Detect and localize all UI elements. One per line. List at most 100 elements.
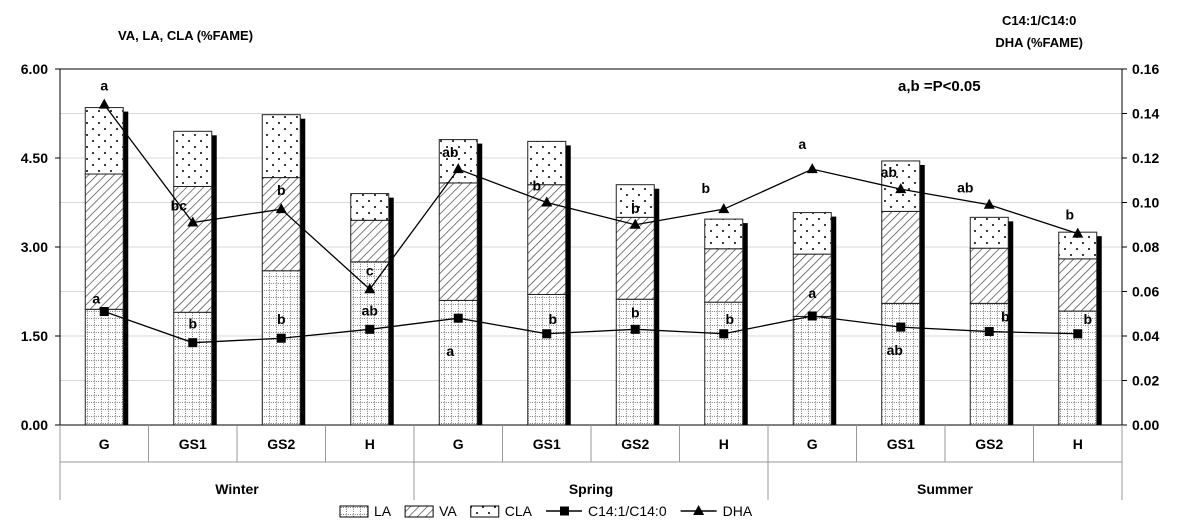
c14-marker	[1073, 329, 1083, 339]
legend-item: DHA	[680, 503, 753, 519]
legend-marker	[693, 505, 705, 515]
bar-segment-la	[704, 301, 744, 426]
bar-segment-cla	[792, 212, 832, 255]
dha-significance-label: b	[631, 200, 640, 216]
bar-segment-va	[173, 185, 213, 313]
c14-significance-label: b	[631, 304, 640, 320]
dha-marker	[629, 218, 641, 229]
category-label: GS2	[267, 436, 295, 452]
dha-marker	[364, 283, 376, 294]
left-axis-label: VA, LA, CLA (%FAME)	[118, 28, 254, 43]
right-tick-label: 0.10	[1132, 195, 1159, 211]
dha-marker	[718, 203, 730, 214]
category-label: GS1	[179, 436, 207, 452]
left-tick-label: 1.50	[21, 328, 48, 344]
c14-marker	[896, 322, 906, 332]
left-tick-label: 6.00	[21, 61, 48, 77]
legend-label: C14:1/C14:0	[588, 503, 667, 519]
c14-significance-label: a	[92, 291, 100, 307]
bar-segment-va	[1058, 258, 1098, 312]
dha-marker	[1072, 227, 1084, 238]
dha-significance-label: b	[532, 178, 541, 194]
c14-marker	[276, 333, 286, 343]
right-axis-label: C14:1/C14:0 DHA (%FAME)	[995, 10, 1083, 54]
bar-shadow	[654, 188, 660, 425]
series-line-c14	[104, 310, 1078, 344]
right-tick-label: 0.12	[1132, 150, 1159, 166]
c14-significance-label: ab	[887, 342, 903, 358]
category-label: H	[719, 436, 729, 452]
bar-shadow	[477, 143, 483, 425]
category-label: H	[365, 436, 375, 452]
c14-marker	[542, 329, 552, 339]
dha-significance-label: ab	[957, 180, 973, 196]
dha-marker	[98, 98, 110, 109]
bar-segment-cla	[704, 218, 744, 250]
group-label: Spring	[569, 481, 613, 497]
bar-segment-cla	[969, 216, 1009, 249]
dha-significance-label: b	[277, 182, 286, 198]
c14-marker	[365, 324, 375, 334]
category-label: GS1	[887, 436, 915, 452]
right-tick-label: 0.06	[1132, 284, 1159, 300]
category-label: G	[807, 436, 818, 452]
legend-label: DHA	[723, 503, 753, 519]
bar-shadow	[742, 223, 748, 425]
dha-significance-label: ab	[442, 144, 458, 160]
legend-item: LA	[339, 503, 392, 519]
c14-marker	[99, 307, 109, 317]
left-tick-label: 3.00	[21, 239, 48, 255]
c14-significance-label: b	[1083, 311, 1092, 327]
dha-significance-label: bc	[171, 198, 188, 214]
c14-marker	[807, 311, 817, 321]
group-label: Winter	[215, 481, 259, 497]
legend-label: VA	[439, 503, 457, 519]
c14-significance-label: b	[548, 311, 557, 327]
dha-significance-label: a	[100, 78, 108, 94]
bar-segment-cla	[527, 140, 567, 186]
c14-marker	[453, 313, 463, 323]
bar-segment-la	[261, 270, 301, 426]
right-axis-label-line-2: DHA (%FAME)	[995, 35, 1083, 50]
bar-shadow	[300, 118, 306, 425]
dha-marker	[452, 163, 464, 174]
category-label: GS2	[975, 436, 1003, 452]
legend-label: CLA	[505, 503, 533, 519]
right-tick-label: 0.02	[1132, 373, 1159, 389]
bar-segment-la	[881, 302, 921, 426]
bar-segment-cla	[350, 193, 390, 221]
bar-shadow	[565, 145, 571, 426]
category-label: G	[99, 436, 110, 452]
category-label: H	[1073, 436, 1083, 452]
bar-segment-cla	[84, 107, 124, 175]
dha-significance-label: b	[1065, 207, 1074, 223]
bar-segment-la	[615, 298, 655, 426]
group-label: Summer	[917, 481, 974, 497]
legend-swatch	[404, 505, 434, 518]
legend-marker	[560, 506, 569, 516]
dha-marker	[275, 203, 287, 214]
left-tick-label: 0.00	[21, 417, 48, 433]
category-label: GS1	[533, 436, 561, 452]
bar-segment-va	[969, 247, 1009, 304]
dha-marker	[983, 198, 995, 209]
dha-significance-label: c	[366, 262, 374, 278]
bar-segment-va	[792, 253, 832, 317]
legend-item: C14:1/C14:0	[546, 503, 667, 519]
bar-segment-cla	[173, 130, 213, 187]
c14-significance-label: a	[446, 343, 454, 359]
right-axis-label-line-1: C14:1/C14:0	[1001, 13, 1077, 28]
c14-significance-label: b	[277, 311, 286, 327]
bar-shadow	[1008, 221, 1014, 425]
c14-significance-label: a	[808, 285, 816, 301]
bar-shadow	[123, 111, 129, 426]
category-label: G	[453, 436, 464, 452]
c14-marker	[630, 324, 640, 334]
bar-segment-la	[84, 308, 124, 426]
category-label: GS2	[621, 436, 649, 452]
bar-segment-cla	[438, 139, 478, 184]
dha-marker	[541, 196, 553, 207]
bar-segment-va	[84, 173, 124, 310]
right-tick-label: 0.04	[1132, 328, 1159, 344]
bar-shadow	[388, 197, 394, 425]
